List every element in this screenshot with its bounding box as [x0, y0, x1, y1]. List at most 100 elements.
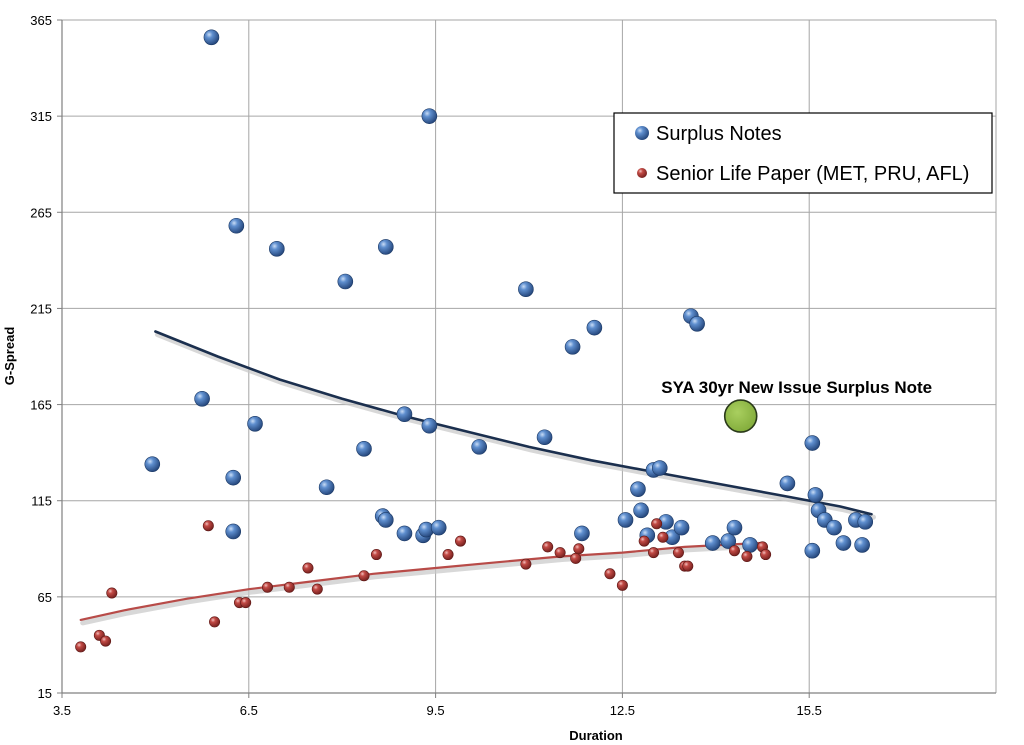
- point-surplus-notes: [689, 316, 705, 332]
- point-surplus-notes: [377, 239, 394, 255]
- point-surplus-notes: [854, 537, 870, 553]
- axes: 3.5 6.5 9.5 12.5 15.5 15 65 115 165 215 265 315 365: [30, 13, 996, 718]
- x-tick-label: 12.5: [610, 703, 635, 718]
- point-senior-life-paper: [638, 535, 650, 547]
- point-surplus-notes: [247, 415, 263, 432]
- point-surplus-notes: [804, 542, 821, 559]
- point-senior-life-paper: [106, 587, 118, 599]
- legend-marker-senior-life-paper: [637, 168, 647, 178]
- point-surplus-notes: [835, 535, 852, 551]
- point-senior-life-paper: [455, 535, 467, 547]
- point-senior-life-paper: [741, 550, 753, 562]
- point-senior-life-paper: [370, 549, 382, 561]
- point-senior-life-paper: [760, 549, 772, 561]
- x-tick-label: 6.5: [240, 703, 258, 718]
- trendlines: [79, 330, 876, 626]
- point-senior-life-paper: [616, 579, 628, 591]
- point-senior-life-paper: [682, 560, 694, 572]
- point-surplus-notes: [396, 525, 413, 542]
- point-surplus-notes: [857, 514, 874, 530]
- point-senior-life-paper: [358, 570, 370, 582]
- point-surplus-notes: [356, 440, 372, 457]
- point-senior-life-paper: [604, 568, 616, 580]
- point-senior-life-paper: [202, 520, 214, 532]
- y-tick-label: 365: [30, 13, 52, 28]
- point-surplus-notes: [225, 469, 242, 486]
- point-surplus-notes: [564, 339, 581, 355]
- x-tick-label: 15.5: [797, 703, 822, 718]
- point-surplus-notes: [269, 241, 285, 257]
- point-surplus-notes: [826, 519, 842, 536]
- legend-box: [613, 112, 993, 194]
- x-tick-label: 3.5: [53, 703, 71, 718]
- new-issue-label: SYA 30yr New Issue Surplus Note: [661, 378, 932, 397]
- point-surplus-notes: [421, 417, 438, 434]
- y-tick-label: 115: [31, 494, 52, 509]
- y-tick-label: 15: [38, 686, 52, 701]
- legend-marker-surplus-notes: [635, 126, 649, 140]
- trendline-shadow: [154, 332, 876, 520]
- point-senior-life-paper: [240, 597, 252, 609]
- y-tick-label: 65: [38, 590, 52, 605]
- point-senior-life-paper: [728, 545, 740, 557]
- point-senior-life-paper: [520, 558, 532, 570]
- point-surplus-notes: [720, 533, 737, 549]
- point-surplus-notes: [225, 523, 242, 540]
- point-surplus-notes: [518, 281, 534, 298]
- point-surplus-notes: [807, 487, 824, 503]
- point-senior-life-paper: [209, 616, 221, 628]
- point-senior-life-paper: [75, 641, 87, 653]
- point-surplus-notes: [804, 435, 821, 451]
- point-surplus-notes: [651, 460, 668, 476]
- point-surplus-notes: [704, 535, 721, 551]
- x-axis-title: Duration: [569, 728, 623, 743]
- point-surplus-notes: [726, 519, 743, 536]
- point-senior-life-paper: [442, 549, 454, 561]
- point-surplus-notes: [194, 391, 210, 407]
- trendline-shadow: [80, 543, 764, 626]
- trendline-surplus-notes: [154, 330, 873, 516]
- point-surplus-notes: [630, 481, 646, 497]
- point-senior-life-paper: [657, 531, 669, 543]
- point-senior-life-paper: [554, 547, 566, 559]
- point-surplus-notes: [318, 479, 335, 496]
- y-axis-title: G-Spread: [2, 327, 17, 386]
- point-surplus-notes: [377, 512, 394, 528]
- point-senior-life-paper: [648, 547, 660, 559]
- data-points: [75, 29, 874, 653]
- y-tick-label: 265: [30, 205, 52, 220]
- point-surplus-notes: [536, 429, 553, 446]
- point-surplus-notes: [396, 406, 413, 422]
- legend-label-surplus-notes: Surplus Notes: [656, 123, 782, 145]
- point-surplus-notes: [574, 525, 590, 542]
- point-surplus-notes: [742, 537, 758, 553]
- point-surplus-notes: [203, 29, 220, 46]
- legend: Surplus Notes Senior Life Paper (MET, PR…: [613, 112, 993, 194]
- annotations: SYA 30yr New Issue Surplus Note: [661, 378, 932, 433]
- point-surplus-notes: [633, 502, 649, 519]
- point-surplus-notes: [228, 217, 245, 234]
- legend-label-senior-life-paper: Senior Life Paper (MET, PRU, AFL): [656, 163, 969, 185]
- point-senior-life-paper: [261, 581, 273, 593]
- point-surplus-notes: [421, 108, 438, 124]
- point-senior-life-paper: [651, 518, 663, 530]
- point-senior-life-paper: [302, 562, 314, 574]
- point-senior-life-paper: [542, 541, 554, 553]
- point-surplus-notes: [144, 456, 161, 472]
- point-surplus-notes: [779, 475, 796, 492]
- y-tick-label: 315: [30, 109, 52, 124]
- point-senior-life-paper: [570, 552, 582, 564]
- point-surplus-notes: [617, 512, 634, 528]
- point-surplus-notes: [430, 519, 447, 536]
- point-senior-life-paper: [283, 581, 295, 593]
- point-senior-life-paper: [672, 547, 684, 559]
- point-surplus-notes: [337, 273, 354, 290]
- point-senior-life-paper: [573, 543, 585, 555]
- y-tick-label: 215: [30, 301, 52, 316]
- point-surplus-notes: [586, 319, 603, 336]
- point-surplus-notes: [471, 439, 487, 455]
- y-tick-label: 165: [30, 398, 52, 413]
- x-tick-label: 9.5: [427, 703, 445, 718]
- new-issue-marker: [723, 399, 758, 433]
